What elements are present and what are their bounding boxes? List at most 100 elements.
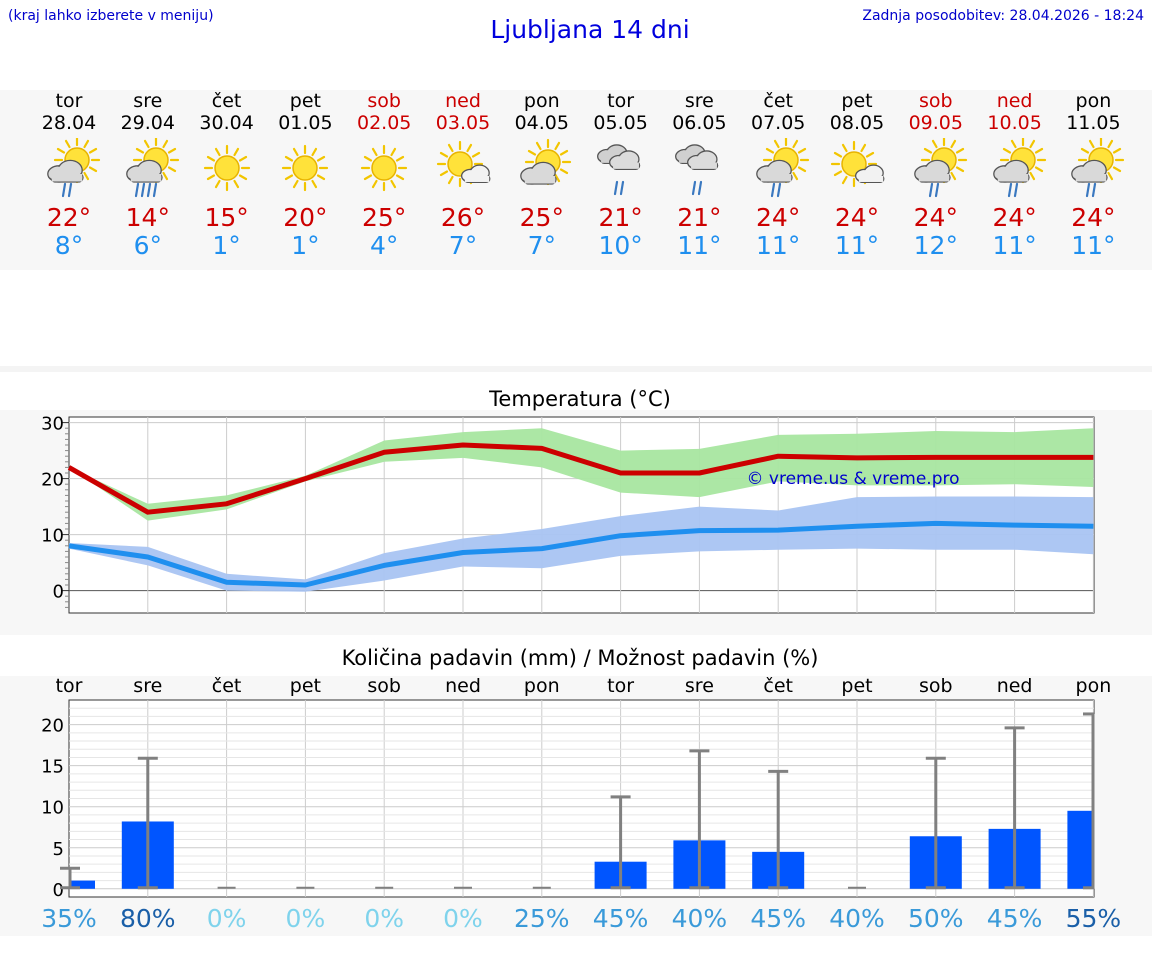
cloud-shape bbox=[756, 159, 793, 183]
day-name: sre bbox=[133, 90, 163, 112]
y-tick-label: 5 bbox=[53, 839, 64, 860]
max-temp: 15° bbox=[204, 203, 249, 232]
min-temp: 11° bbox=[992, 231, 1037, 260]
max-temp: 21° bbox=[677, 203, 722, 232]
x-tick-label: ned bbox=[997, 675, 1033, 697]
min-temp: 11° bbox=[834, 231, 880, 260]
day-name: sob bbox=[919, 90, 953, 112]
x-tick-label: čet bbox=[212, 675, 242, 697]
day-date: 04.05 bbox=[514, 112, 569, 134]
x-tick-label: pet bbox=[841, 675, 872, 697]
precipitation-chart-title: Količina padavin (mm) / Možnost padavin … bbox=[341, 646, 819, 670]
min-temp: 11° bbox=[756, 231, 801, 260]
forecast-day: sre 29.04 14° 6° bbox=[108, 90, 188, 260]
precipitation-probability: 45% bbox=[986, 904, 1043, 933]
precipitation-probability: 50% bbox=[908, 904, 964, 933]
min-temp: 8° bbox=[54, 231, 84, 260]
min-temp: 11° bbox=[1071, 231, 1116, 260]
day-name: sob bbox=[367, 90, 401, 112]
y-tick-label: 0 bbox=[53, 582, 64, 603]
sun-icon bbox=[203, 144, 250, 192]
sun-cloud-rain-icon bbox=[913, 136, 967, 198]
cloud-shape bbox=[608, 150, 640, 170]
temperature-chart: 0 10 20 30 © vreme.us & vreme.pro bbox=[41, 414, 1095, 614]
x-tick-label: čet bbox=[763, 675, 793, 697]
rain-drops bbox=[1007, 182, 1018, 198]
cloud-rain-icon bbox=[596, 144, 640, 196]
forecast-day: čet 07.05 24° 11° bbox=[738, 90, 818, 260]
day-date: 29.04 bbox=[120, 112, 175, 134]
sun-cloud-rain-icon bbox=[756, 136, 810, 198]
precipitation-probability: 35% bbox=[41, 904, 97, 933]
y-tick-label: 30 bbox=[41, 414, 64, 435]
day-name: ned bbox=[996, 90, 1033, 112]
rain-drops bbox=[613, 180, 624, 196]
sun-small-cloud-icon bbox=[436, 140, 491, 188]
forecast-day: pon 04.05 25° 7° bbox=[502, 90, 582, 260]
sun-icon bbox=[361, 144, 408, 192]
day-name: pet bbox=[841, 90, 873, 112]
forecast-strip-background bbox=[0, 90, 1152, 270]
min-temp: 1° bbox=[291, 231, 320, 260]
forecast-day: pet 08.05 24° 11° bbox=[817, 90, 897, 260]
last-update-label: Zadnja posodobitev: 28.04.2026 - 18:24 bbox=[862, 8, 1144, 24]
sun-cloud-icon bbox=[519, 138, 571, 186]
cloud-shape bbox=[460, 164, 491, 184]
day-date: 30.04 bbox=[199, 112, 254, 134]
max-temp: 21° bbox=[598, 203, 643, 232]
sun-shape bbox=[763, 136, 810, 184]
day-date: 09.05 bbox=[908, 112, 963, 134]
rain-drops bbox=[134, 182, 157, 198]
forecast-day: sob 02.05 25° 4° bbox=[344, 90, 424, 260]
max-temp: 24° bbox=[834, 203, 880, 232]
day-name: ned bbox=[445, 90, 481, 112]
precipitation-probability: 55% bbox=[1065, 904, 1122, 933]
day-date: 11.05 bbox=[1066, 112, 1121, 134]
forecast-day: pet 01.05 20° 1° bbox=[265, 90, 345, 260]
cloud-shape bbox=[913, 159, 951, 183]
cloud-shape bbox=[1071, 159, 1109, 183]
sun-cloud-heavy-rain-icon bbox=[125, 136, 179, 198]
x-tick-label: pon bbox=[1076, 675, 1112, 697]
forecast-day: čet 30.04 15° 1° bbox=[187, 90, 267, 260]
precipitation-chart: tor sre čet pet sob ned pon tor sre čet pet sob ned p… bbox=[41, 675, 1112, 901]
forecast-day: sob 09.05 24° 12° bbox=[896, 90, 976, 260]
max-temp: 25° bbox=[362, 203, 407, 232]
day-date: 05.05 bbox=[593, 112, 648, 134]
max-temp: 24° bbox=[1071, 203, 1116, 232]
min-temp: 1° bbox=[212, 231, 241, 260]
day-name: pon bbox=[523, 90, 560, 112]
day-date: 07.05 bbox=[750, 112, 806, 134]
day-name: sre bbox=[684, 90, 714, 112]
day-date: 03.05 bbox=[435, 112, 491, 134]
min-temp: 4° bbox=[369, 231, 399, 260]
rain-drops bbox=[61, 182, 73, 198]
precipitation-probability: 25% bbox=[514, 904, 570, 933]
watermark: © vreme.us & vreme.pro bbox=[746, 469, 959, 489]
location-menu-hint: (kraj lahko izberete v meniju) bbox=[8, 8, 214, 24]
sun-cloud-rain-icon bbox=[992, 136, 1046, 198]
y-tick-label: 15 bbox=[41, 757, 64, 778]
day-date: 28.04 bbox=[41, 112, 97, 134]
min-temp: 12° bbox=[913, 231, 958, 260]
min-temp: 10° bbox=[598, 231, 643, 260]
cloud-shape bbox=[687, 150, 719, 170]
forecast-day: ned 03.05 26° 7° bbox=[423, 90, 503, 260]
y-tick-label: 10 bbox=[41, 526, 64, 547]
x-tick-label: tor bbox=[56, 675, 83, 697]
cloud-rain-icon bbox=[675, 144, 719, 196]
max-temp: 24° bbox=[992, 203, 1037, 232]
max-range-band bbox=[69, 428, 1094, 521]
forecast-day: pon 11.05 24° 11° bbox=[1053, 90, 1133, 260]
forecast-day: ned 10.05 24° 11° bbox=[975, 90, 1055, 260]
precipitation-bar bbox=[1067, 810, 1094, 889]
precipitation-bar bbox=[69, 880, 95, 889]
forecast-day: sre 06.05 21° 11° bbox=[659, 90, 739, 260]
rain-drops bbox=[1086, 182, 1097, 198]
max-temp: 26° bbox=[440, 203, 486, 232]
x-tick-label: tor bbox=[607, 675, 634, 697]
x-tick-label: sre bbox=[685, 675, 714, 697]
sun-shape bbox=[361, 144, 408, 192]
day-name: pon bbox=[1075, 90, 1112, 112]
y-tick-label: 20 bbox=[41, 716, 64, 737]
